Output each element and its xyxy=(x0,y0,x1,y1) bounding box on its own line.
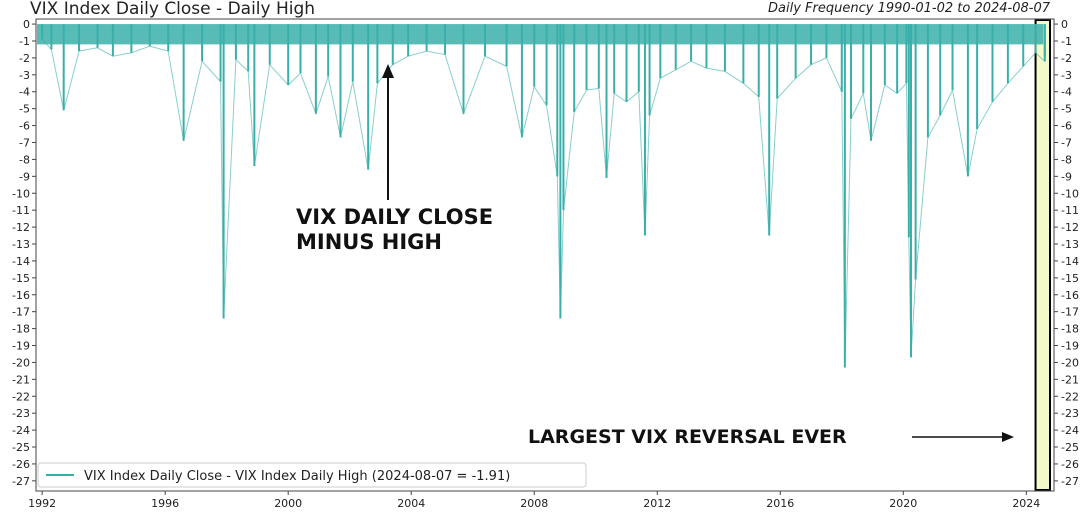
plot-background xyxy=(35,18,1055,492)
annotation-text: MINUS HIGH xyxy=(296,230,442,254)
y-tick-label-left: -15 xyxy=(12,272,30,285)
y-tick-label-right: -9 xyxy=(1061,170,1072,183)
x-tick-label: 2020 xyxy=(889,497,917,510)
y-tick-label-right: -5 xyxy=(1061,103,1072,116)
y-tick-label-left: -22 xyxy=(12,390,30,403)
y-tick-label-right: -4 xyxy=(1061,86,1072,99)
annotation-text: LARGEST VIX REVERSAL EVER xyxy=(528,426,847,448)
y-tick-label-right: -1 xyxy=(1061,35,1072,48)
y-tick-label-right: -21 xyxy=(1061,373,1079,386)
y-tick-label-right: -13 xyxy=(1061,238,1079,251)
y-tick-label-right: -17 xyxy=(1061,306,1079,319)
annotation-text: VIX DAILY CLOSE xyxy=(296,205,493,229)
legend-box xyxy=(37,462,587,488)
y-tick-label-right: -3 xyxy=(1061,69,1072,82)
plot-frame xyxy=(35,18,1055,492)
y-tick-label-left: -27 xyxy=(12,475,30,488)
x-axis: 1992 1996 2000 2004 2008 2012 2016 2020 2024 xyxy=(28,491,1040,510)
y-tick-label-left: -6 xyxy=(19,120,30,133)
series-layer xyxy=(37,24,1046,368)
y-tick-label-left: -13 xyxy=(12,238,30,251)
annotation-arrowhead xyxy=(382,64,394,78)
x-tick-label: 2024 xyxy=(1012,497,1040,510)
y-tick-label-right: -27 xyxy=(1061,475,1079,488)
y-tick-label-left: -11 xyxy=(12,204,30,217)
y-tick-label-left: -9 xyxy=(19,170,30,183)
x-tick-label: 2012 xyxy=(643,497,671,510)
y-tick-label-left: -24 xyxy=(12,424,30,437)
y-tick-label-left: -1 xyxy=(19,35,30,48)
highlight-box xyxy=(1034,19,1052,491)
y-tick-label-right: -7 xyxy=(1061,136,1072,149)
y-tick-label-left: -19 xyxy=(12,340,30,353)
annotation-arrowhead xyxy=(1002,432,1014,442)
y-tick-label-right: -24 xyxy=(1061,424,1079,437)
y-tick-label-left: -3 xyxy=(19,69,30,82)
y-tick-label-right: -2 xyxy=(1061,52,1072,65)
x-tick-label: 1992 xyxy=(28,497,56,510)
y-tick-label-right: -18 xyxy=(1061,323,1079,336)
y-tick-label-right: -11 xyxy=(1061,204,1079,217)
y-tick-label-right: -10 xyxy=(1061,187,1079,200)
series-baseline-band xyxy=(37,24,1044,45)
y-tick-label-left: -25 xyxy=(12,441,30,454)
y-tick-label-left: -7 xyxy=(19,136,30,149)
series-line xyxy=(41,38,1046,368)
y-axis-left: 0 -1 -2 -3 -4 -5 -6 -7 -8 -9 -10 -11 -12 -13 -14 -15 -16… xyxy=(12,18,36,488)
y-tick-label-left: -23 xyxy=(12,407,30,420)
y-tick-label-left: -12 xyxy=(12,221,30,234)
y-tick-label-left: 0 xyxy=(23,18,30,31)
y-tick-label-right: -16 xyxy=(1061,289,1079,302)
legend-label: VIX Index Daily Close - VIX Index Daily … xyxy=(84,469,510,484)
y-tick-label-left: -5 xyxy=(19,103,30,116)
x-tick-label: 2008 xyxy=(520,497,548,510)
x-tick-label: 2000 xyxy=(274,497,302,510)
x-tick-label: 2004 xyxy=(397,497,425,510)
legend: VIX Index Daily Close - VIX Index Daily … xyxy=(37,462,587,488)
y-tick-label-right: -6 xyxy=(1061,120,1072,133)
y-tick-label-left: -17 xyxy=(12,306,30,319)
y-axis-right: 0 -1 -2 -3 -4 -5 -6 -7 -8 -9 -10 -11 -12 -13 -14 -15 -16… xyxy=(1054,18,1079,488)
y-tick-label-left: -16 xyxy=(12,289,30,302)
y-tick-label-left: -20 xyxy=(12,356,30,369)
x-tick-label: 2016 xyxy=(766,497,794,510)
y-tick-label-left: -21 xyxy=(12,373,30,386)
y-tick-label-right: -8 xyxy=(1061,153,1072,166)
y-tick-label-left: -14 xyxy=(12,255,30,268)
y-tick-label-left: -18 xyxy=(12,323,30,336)
y-tick-label-right: -23 xyxy=(1061,407,1079,420)
y-tick-label-left: -2 xyxy=(19,52,30,65)
y-tick-label-left: -8 xyxy=(19,153,30,166)
y-tick-label-right: 0 xyxy=(1061,18,1068,31)
y-tick-label-right: -12 xyxy=(1061,221,1079,234)
y-tick-label-left: -26 xyxy=(12,458,30,471)
y-tick-label-right: -20 xyxy=(1061,356,1079,369)
y-tick-label-left: -4 xyxy=(19,86,30,99)
y-tick-label-right: -15 xyxy=(1061,272,1079,285)
y-tick-label-right: -19 xyxy=(1061,340,1079,353)
chart-subtitle: Daily Frequency 1990-01-02 to 2024-08-07 xyxy=(768,1,1050,16)
y-tick-label-right: -25 xyxy=(1061,441,1079,454)
x-tick-label: 1996 xyxy=(151,497,179,510)
chart-title: VIX Index Daily Close - Daily High xyxy=(30,0,316,19)
y-tick-label-right: -22 xyxy=(1061,390,1079,403)
y-tick-label-left: -10 xyxy=(12,187,30,200)
y-tick-label-right: -14 xyxy=(1061,255,1079,268)
y-tick-label-right: -26 xyxy=(1061,458,1079,471)
